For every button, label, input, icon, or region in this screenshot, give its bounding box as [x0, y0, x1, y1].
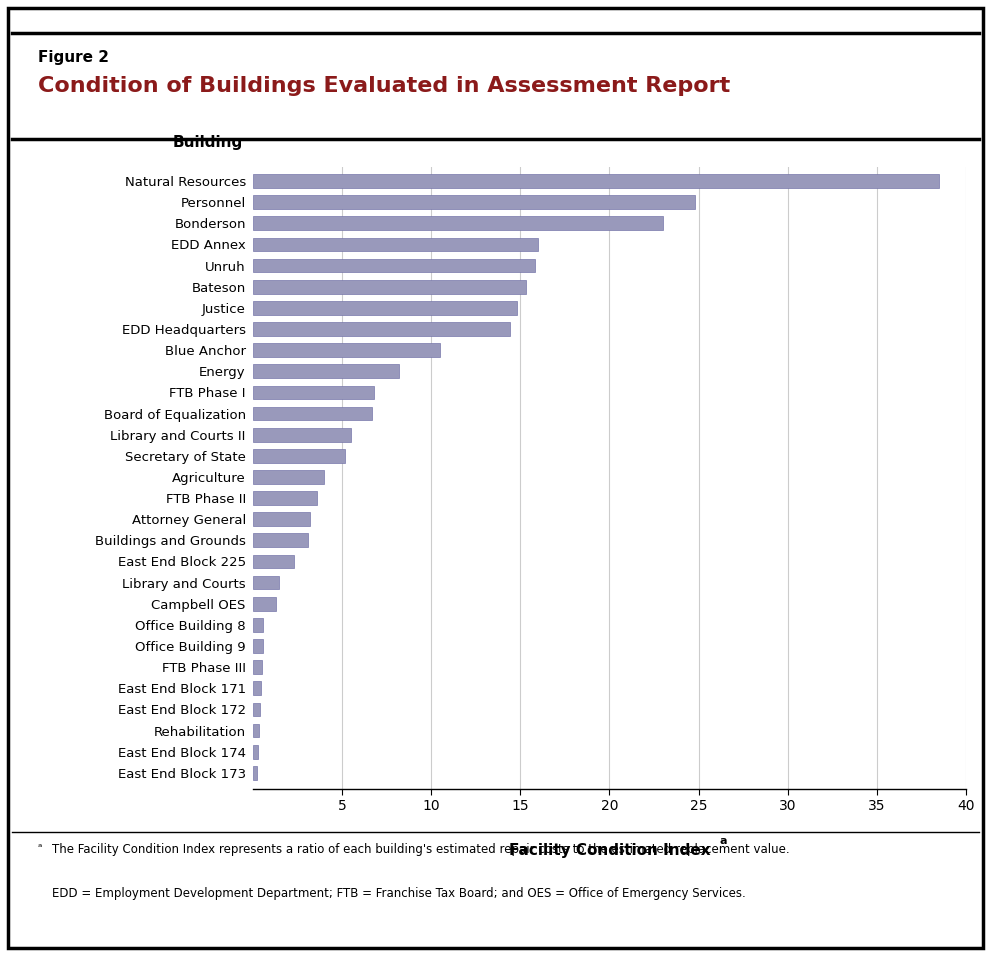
- Bar: [253, 724, 259, 737]
- Bar: [253, 343, 440, 357]
- Text: Condition of Buildings Evaluated in Assessment Report: Condition of Buildings Evaluated in Asse…: [38, 76, 730, 97]
- Text: Facility Condition Index: Facility Condition Index: [508, 843, 711, 858]
- Bar: [253, 449, 346, 463]
- Text: ᵃ: ᵃ: [38, 843, 42, 853]
- Bar: [253, 618, 264, 632]
- Bar: [253, 280, 525, 293]
- Bar: [253, 703, 260, 716]
- Bar: [253, 322, 509, 336]
- Bar: [253, 195, 695, 209]
- Bar: [253, 512, 310, 526]
- Bar: [253, 385, 374, 400]
- Bar: [253, 427, 351, 442]
- Bar: [253, 470, 324, 484]
- Text: The Facility Condition Index represents a ratio of each building's estimated rep: The Facility Condition Index represents …: [52, 843, 789, 857]
- Bar: [253, 364, 399, 379]
- Bar: [253, 640, 263, 653]
- Bar: [253, 682, 261, 695]
- Bar: [253, 533, 308, 547]
- Bar: [253, 745, 258, 758]
- Bar: [253, 406, 373, 421]
- Bar: [253, 661, 262, 674]
- Bar: [253, 259, 534, 272]
- Bar: [253, 554, 293, 569]
- Bar: [253, 597, 275, 611]
- Bar: [253, 766, 258, 780]
- Bar: [253, 491, 317, 505]
- Bar: [253, 216, 663, 230]
- Bar: [253, 576, 279, 590]
- Text: Figure 2: Figure 2: [38, 50, 109, 65]
- Text: EDD = Employment Development Department; FTB = Franchise Tax Board; and OES = Of: EDD = Employment Development Department;…: [52, 887, 745, 901]
- Bar: [253, 238, 538, 251]
- Bar: [253, 174, 939, 188]
- Text: Building: Building: [172, 135, 243, 150]
- Text: a: a: [719, 836, 727, 846]
- Bar: [253, 301, 516, 315]
